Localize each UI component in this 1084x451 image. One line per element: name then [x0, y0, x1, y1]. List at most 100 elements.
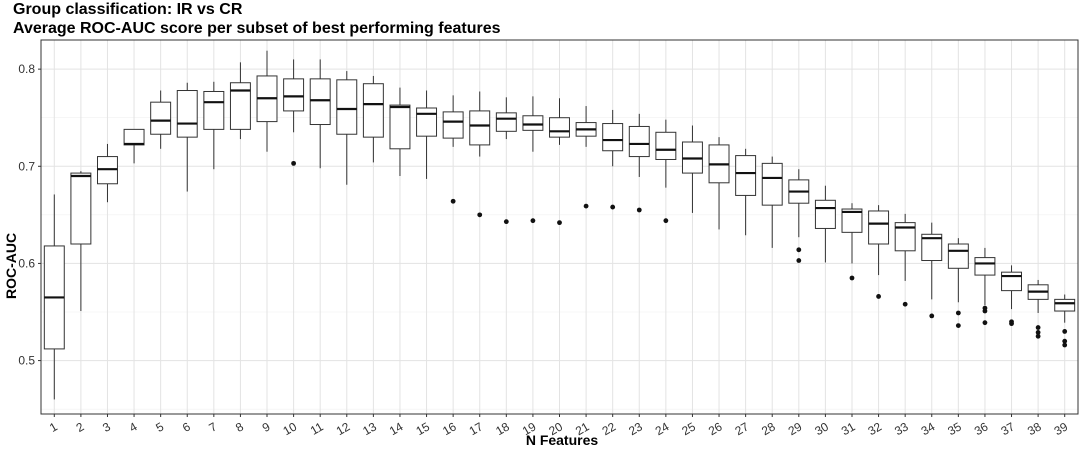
- box-iqr: [1001, 271, 1022, 292]
- outlier-point: [583, 203, 589, 209]
- outlier-point: [557, 220, 562, 226]
- outlier-point: [1062, 329, 1068, 334]
- box-iqr: [442, 111, 464, 139]
- y-tick-label: 0.8: [18, 62, 35, 76]
- x-tick-label: 2: [74, 419, 87, 435]
- box-18: [495, 97, 517, 225]
- x-tick-label: 10: [281, 419, 300, 438]
- box-iqr: [655, 131, 677, 160]
- box-36: [974, 247, 996, 326]
- box-iqr: [203, 90, 225, 130]
- box-iqr: [176, 90, 198, 138]
- box-iqr: [283, 78, 305, 112]
- x-tick-label: 37: [998, 419, 1017, 438]
- outlier-point: [450, 198, 456, 204]
- box-2: [70, 171, 92, 312]
- box-iqr: [389, 104, 411, 150]
- box-16: [442, 95, 464, 204]
- box-32: [868, 205, 890, 299]
- box-7: [203, 81, 225, 170]
- x-tick-label: 35: [945, 419, 964, 438]
- x-tick-label: 18: [493, 419, 512, 438]
- x-tick-label: 23: [626, 419, 645, 438]
- box-1: [43, 194, 65, 400]
- chart-title: Group classification: IR vs CR: [13, 1, 243, 18]
- outlier-point: [636, 207, 642, 213]
- outlier-point: [796, 247, 802, 253]
- x-tick-label: 38: [1025, 419, 1044, 438]
- outlier-point: [1035, 325, 1041, 330]
- outlier-point: [477, 212, 483, 218]
- x-tick-label: 22: [600, 419, 619, 438]
- box-iqr: [416, 107, 438, 137]
- outlier-point: [955, 323, 961, 328]
- box-9: [256, 50, 278, 152]
- box-19: [522, 96, 544, 224]
- x-tick-label: 15: [413, 419, 432, 438]
- x-tick-label: 39: [1052, 419, 1071, 438]
- x-tick-label: 8: [233, 419, 246, 435]
- box-iqr: [522, 115, 544, 131]
- outlier-point: [610, 204, 616, 210]
- x-tick-label: 21: [573, 419, 592, 438]
- box-8: [229, 62, 251, 140]
- outlier-point: [1062, 342, 1068, 348]
- outlier-point: [929, 313, 935, 319]
- outlier-point: [982, 320, 988, 326]
- box-6: [176, 82, 198, 192]
- box-14: [389, 87, 411, 176]
- outlier-point: [663, 218, 669, 224]
- box-37: [1001, 265, 1022, 327]
- box-38: [1027, 279, 1049, 339]
- outlier-point: [503, 219, 509, 225]
- box-iqr: [549, 117, 570, 138]
- box-20: [549, 98, 570, 226]
- box-22: [602, 109, 624, 210]
- box-iqr: [628, 125, 650, 158]
- box-iqr: [336, 79, 358, 135]
- box-iqr: [150, 101, 172, 135]
- x-tick-label: 9: [260, 419, 273, 435]
- box-iqr: [70, 172, 92, 245]
- box-5: [150, 90, 172, 149]
- box-39: [1054, 294, 1076, 348]
- x-tick-label: 30: [812, 419, 831, 438]
- outlier-point: [902, 301, 908, 307]
- x-tick-label: 12: [334, 419, 353, 438]
- box-35: [947, 238, 969, 328]
- outlier-point: [876, 294, 881, 299]
- y-tick-label: 0.7: [18, 159, 35, 173]
- box-iqr: [229, 82, 251, 130]
- box-iqr: [894, 222, 916, 252]
- x-tick-label: 14: [387, 419, 406, 438]
- box-29: [788, 169, 810, 263]
- box-iqr: [868, 210, 890, 245]
- box-iqr: [921, 233, 943, 262]
- x-tick-label: 11: [308, 419, 326, 438]
- x-tick-label: 34: [919, 419, 938, 438]
- box-23: [628, 113, 650, 213]
- box-iqr: [469, 110, 491, 146]
- box-11: [309, 59, 331, 169]
- box-25: [681, 125, 703, 213]
- x-tick-label: 20: [546, 419, 565, 438]
- box-26: [708, 137, 730, 230]
- box-iqr: [495, 112, 517, 132]
- x-tick-label: 27: [733, 419, 752, 438]
- box-24: [655, 119, 677, 224]
- box-iqr: [735, 155, 757, 196]
- box-34: [921, 222, 943, 319]
- x-tick-label: 16: [440, 419, 459, 438]
- x-tick-label: 25: [679, 419, 698, 438]
- x-tick-label: 29: [786, 419, 805, 438]
- y-tick-label: 0.6: [18, 256, 35, 270]
- x-tick-label: 1: [47, 419, 60, 435]
- box-iqr: [602, 123, 624, 152]
- box-iqr: [309, 78, 331, 126]
- box-28: [761, 156, 783, 248]
- box-iqr: [123, 128, 145, 146]
- x-axis-label: N Features: [526, 432, 599, 448]
- box-iqr: [362, 83, 384, 138]
- box-iqr: [1054, 298, 1076, 312]
